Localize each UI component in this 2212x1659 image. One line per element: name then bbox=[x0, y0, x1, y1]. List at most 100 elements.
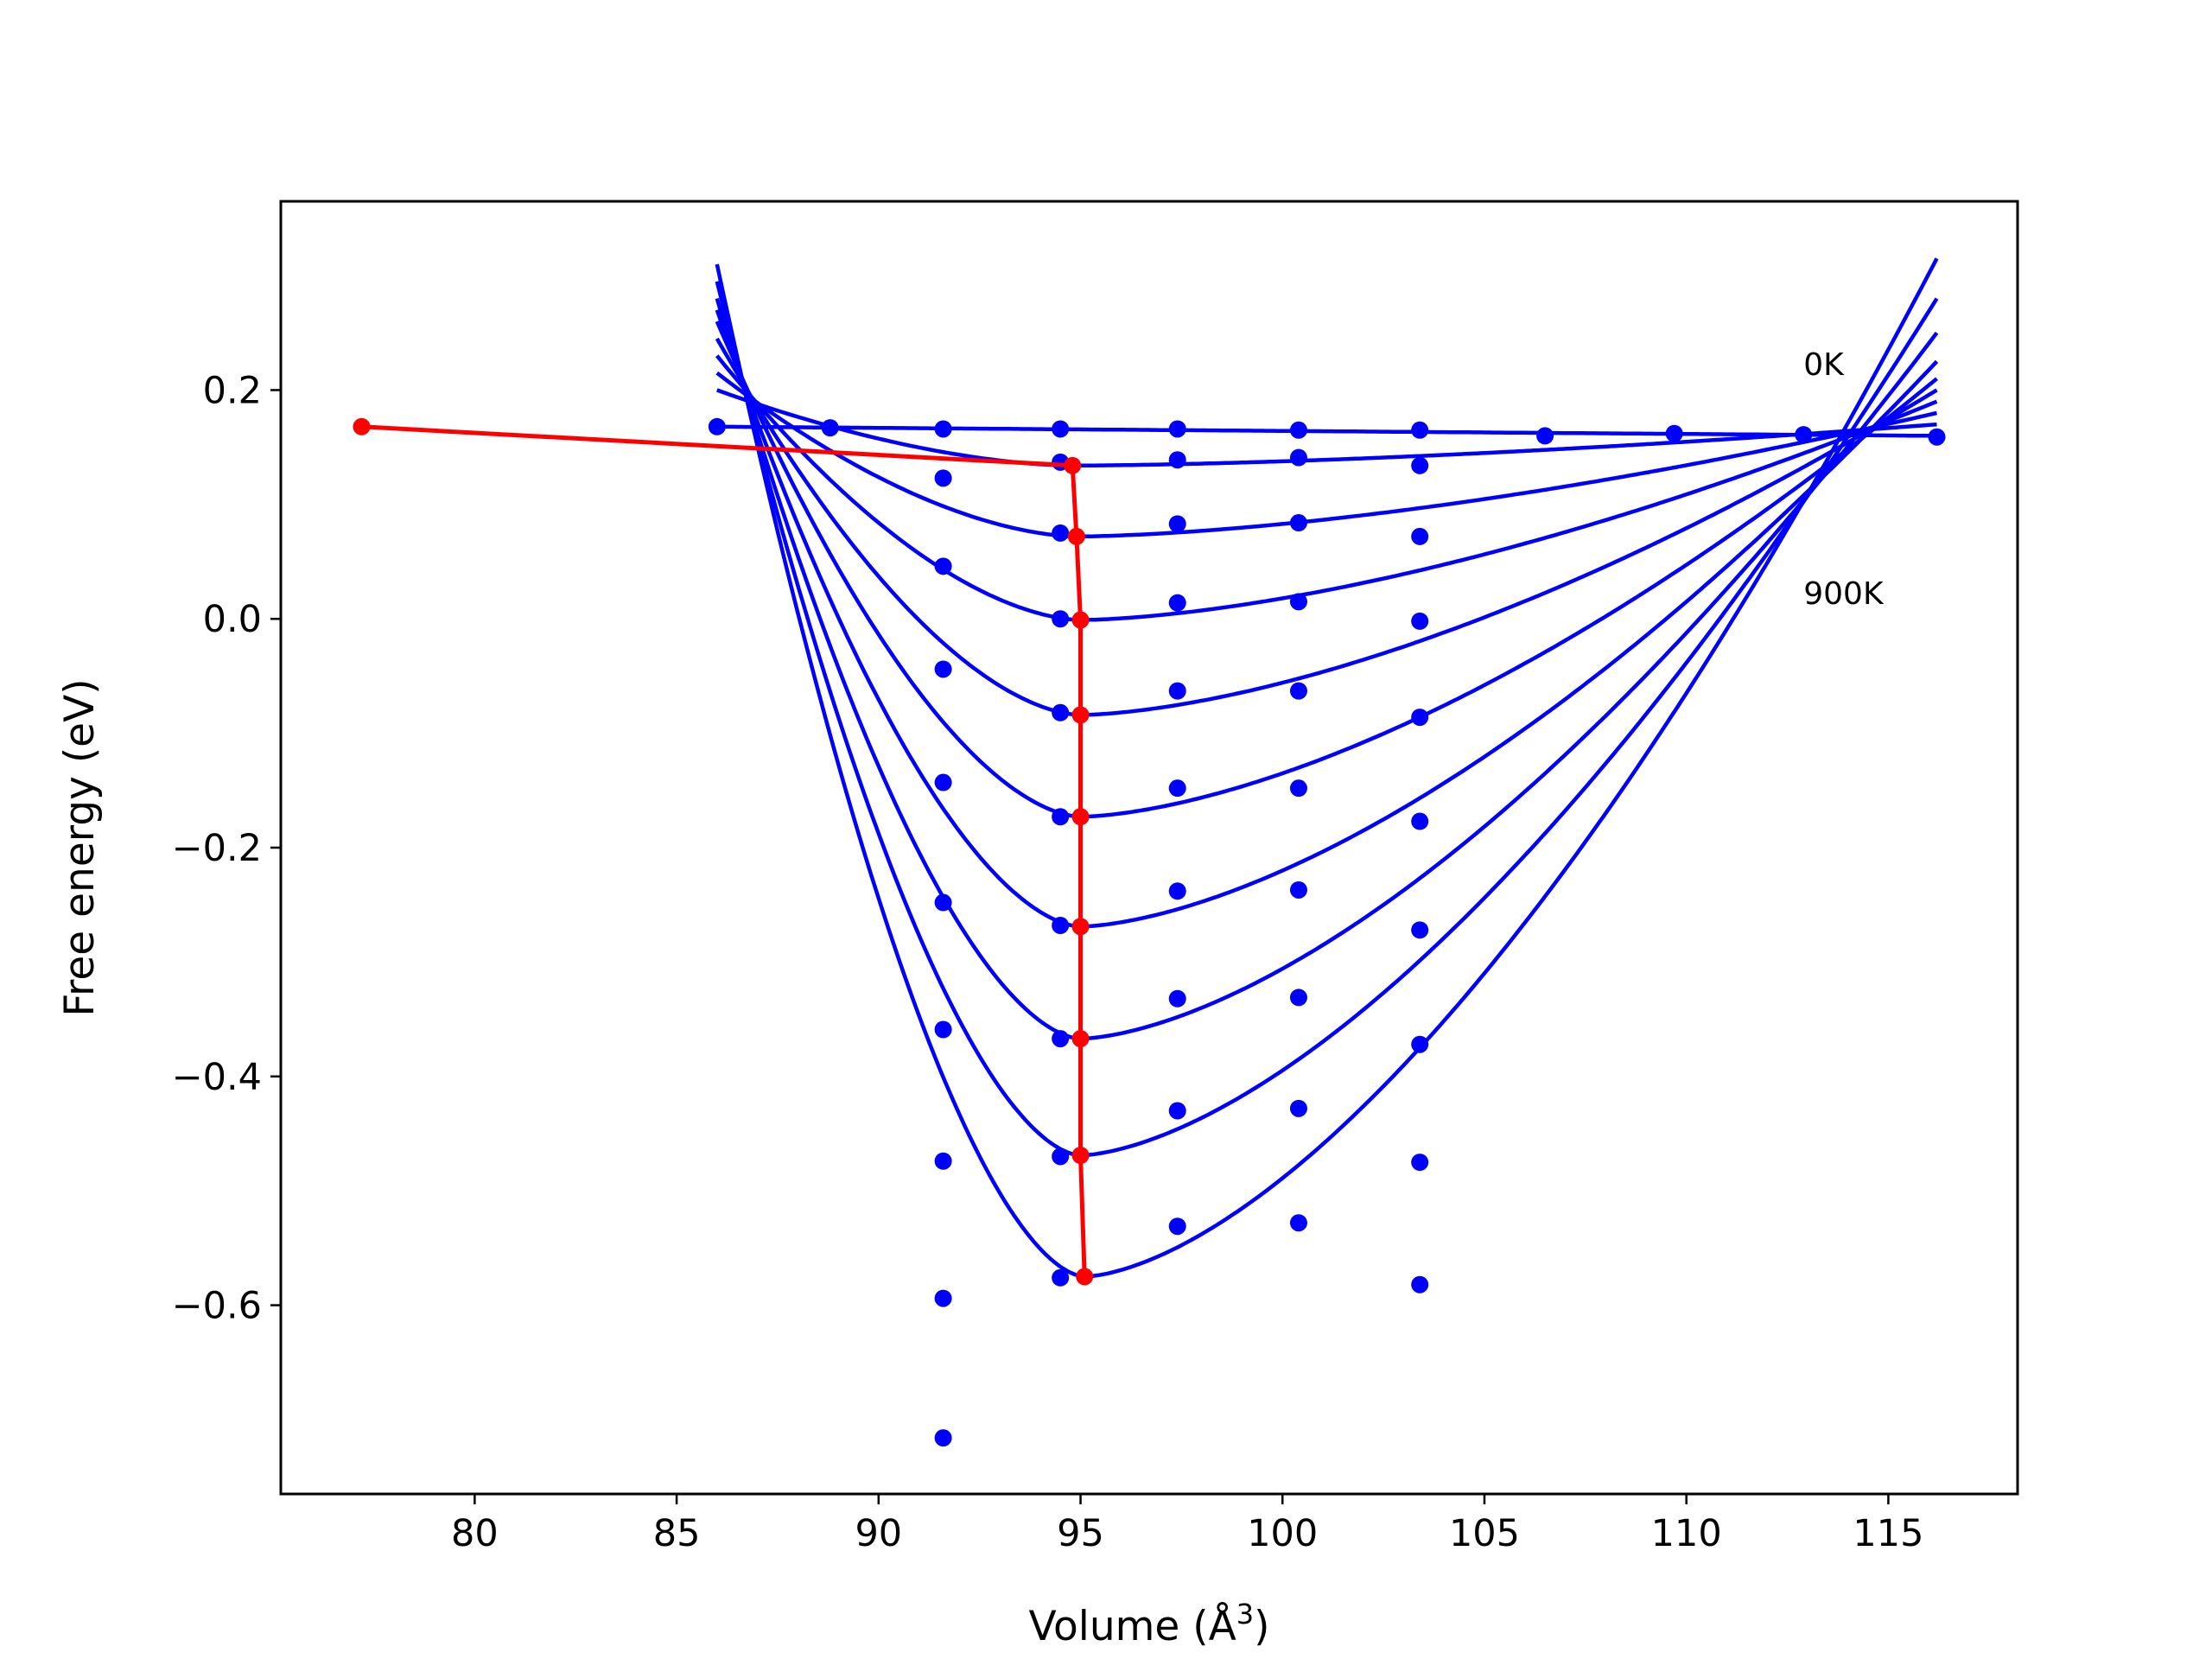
minimum-path-point bbox=[1076, 1268, 1094, 1286]
data-point bbox=[1289, 779, 1307, 798]
minimum-path-point bbox=[1071, 918, 1090, 936]
minimum-path-point bbox=[1071, 1147, 1090, 1165]
fit-curve-2 bbox=[715, 371, 1938, 539]
fit-curve-5 bbox=[715, 321, 1938, 819]
data-point bbox=[1168, 1102, 1186, 1120]
data-point bbox=[934, 469, 952, 487]
data-point bbox=[934, 1020, 952, 1039]
data-point bbox=[1052, 703, 1070, 721]
data-point bbox=[1411, 456, 1429, 474]
x-tick-label: 80 bbox=[451, 1512, 499, 1555]
data-point bbox=[1289, 514, 1307, 532]
data-point bbox=[1411, 921, 1429, 939]
data-point bbox=[1411, 1154, 1429, 1172]
data-point bbox=[1411, 709, 1429, 727]
data-point bbox=[1168, 451, 1186, 469]
x-axis-title: Volume (Å3) bbox=[1029, 1598, 1270, 1650]
data-point bbox=[1795, 426, 1813, 444]
x-tick-label: 100 bbox=[1247, 1512, 1318, 1555]
fit-curve-6 bbox=[715, 309, 1939, 929]
data-point bbox=[1052, 808, 1070, 826]
data-point bbox=[1168, 882, 1186, 900]
data-point bbox=[1289, 988, 1307, 1007]
data-point bbox=[934, 893, 952, 912]
data-point bbox=[1168, 779, 1186, 798]
data-point bbox=[934, 420, 952, 438]
fit-curve-0 bbox=[716, 424, 1937, 438]
data-points bbox=[708, 417, 1946, 1447]
temperature-label: 900K bbox=[1803, 576, 1885, 612]
data-point bbox=[1289, 1099, 1307, 1117]
x-tick-label: 85 bbox=[653, 1512, 701, 1555]
data-point bbox=[1289, 421, 1307, 439]
temperature-label: 0K bbox=[1803, 347, 1845, 383]
y-tick-label: 0.0 bbox=[203, 598, 262, 641]
minimum-path-line bbox=[361, 424, 1087, 1277]
y-tick-label: −0.6 bbox=[172, 1285, 262, 1328]
data-point bbox=[1289, 448, 1307, 467]
minimum-path-point bbox=[1064, 456, 1082, 474]
x-tick-label: 115 bbox=[1853, 1512, 1923, 1555]
data-point bbox=[1052, 420, 1070, 438]
y-axis-title: Free energy (eV) bbox=[56, 678, 104, 1016]
fit-curve-8 bbox=[715, 281, 1939, 1158]
data-point bbox=[1052, 1030, 1070, 1048]
fit-curves bbox=[715, 257, 1939, 1279]
data-point bbox=[821, 419, 839, 437]
data-point bbox=[934, 1289, 952, 1307]
data-point bbox=[708, 417, 726, 435]
data-point bbox=[1168, 682, 1186, 700]
data-point bbox=[1052, 610, 1070, 628]
data-point bbox=[1411, 1275, 1429, 1294]
fit-curve-9 bbox=[715, 257, 1939, 1279]
minimum-path-point bbox=[1071, 706, 1090, 724]
data-point bbox=[1168, 989, 1186, 1007]
data-point bbox=[1411, 527, 1429, 545]
fit-curve-4 bbox=[715, 337, 1938, 717]
x-tick-label: 110 bbox=[1651, 1512, 1722, 1555]
y-tick-label: −0.2 bbox=[172, 827, 262, 870]
data-point bbox=[1168, 515, 1186, 533]
data-point bbox=[934, 1429, 952, 1447]
x-axis-title-sup: 3 bbox=[1236, 1598, 1254, 1630]
minimum-path-point bbox=[353, 417, 371, 435]
data-point bbox=[1411, 421, 1429, 439]
data-point bbox=[1052, 524, 1070, 542]
data-point bbox=[1411, 612, 1429, 630]
data-point bbox=[1168, 594, 1186, 612]
minimum-path bbox=[353, 417, 1094, 1286]
data-point bbox=[1168, 420, 1186, 438]
data-point bbox=[934, 773, 952, 791]
x-tick-label: 90 bbox=[855, 1512, 902, 1555]
data-point bbox=[1052, 1147, 1070, 1166]
y-axis: −0.6 −0.4 −0.2 0.0 0.2 bbox=[172, 369, 281, 1328]
x-axis-title-end: ) bbox=[1254, 1603, 1269, 1650]
fit-curve-3 bbox=[715, 354, 1938, 622]
fit-curve-7 bbox=[715, 297, 1939, 1041]
data-point bbox=[1052, 1268, 1070, 1287]
minimum-path-point bbox=[1071, 611, 1090, 629]
y-tick-label: 0.2 bbox=[203, 369, 262, 412]
data-point bbox=[1168, 1217, 1186, 1236]
annotations: 0K 900K bbox=[1803, 347, 1885, 612]
minimum-path-point bbox=[1071, 808, 1090, 826]
data-point bbox=[1289, 880, 1307, 899]
data-point bbox=[1289, 1214, 1307, 1232]
data-point bbox=[1289, 682, 1307, 700]
data-point bbox=[934, 557, 952, 575]
data-point bbox=[1928, 428, 1946, 446]
data-point bbox=[934, 660, 952, 678]
data-point bbox=[1411, 812, 1429, 830]
data-point bbox=[934, 1152, 952, 1170]
data-point bbox=[1536, 427, 1554, 445]
y-tick-label: −0.4 bbox=[172, 1056, 262, 1099]
fit-curve-1 bbox=[716, 388, 1937, 468]
x-axis-title-main: Volume (Å bbox=[1029, 1603, 1236, 1650]
data-point bbox=[1665, 424, 1683, 442]
minimum-path-point bbox=[1067, 527, 1085, 545]
data-point bbox=[1411, 1035, 1429, 1053]
x-tick-label: 95 bbox=[1057, 1512, 1104, 1555]
minimum-path-point bbox=[1071, 1030, 1090, 1048]
